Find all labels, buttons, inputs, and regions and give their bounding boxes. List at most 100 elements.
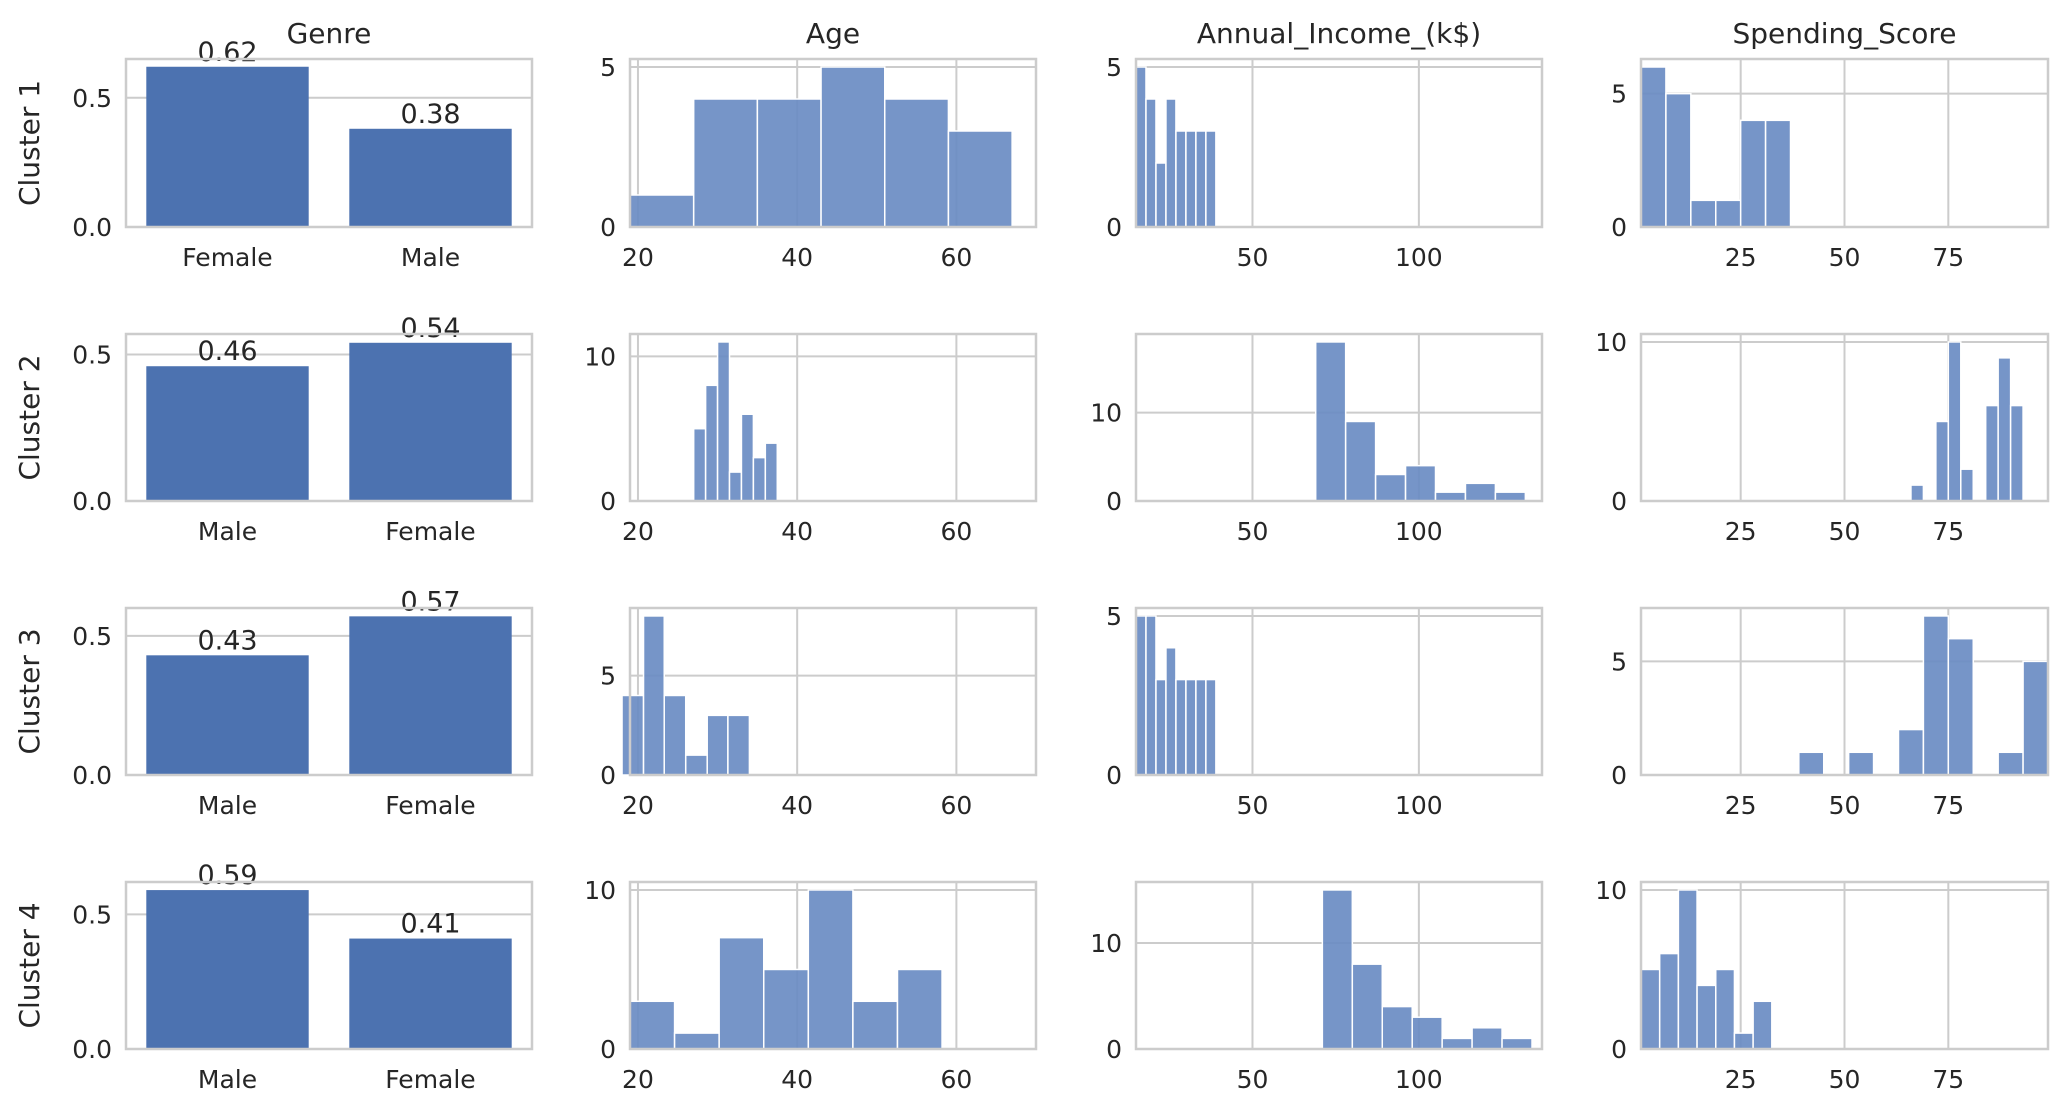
histogram-bar [1441,1037,1473,1050]
histogram-bar [1715,199,1742,228]
histogram-bar [1690,199,1717,228]
axes-frame [1639,57,2050,229]
histogram-bar [629,194,695,228]
subplot-r2-c2: 0 10 20 40 60 [584,332,1038,546]
histogram-bar [1658,952,1680,1050]
x-tick-label: 75 [1932,791,1964,820]
y-tick-label: 0 [1611,213,1627,242]
x-tick-label: 60 [940,243,972,272]
row-label: Cluster 3 [13,628,46,754]
bar-value-label: 0.43 [197,625,257,656]
histogram-bar [1696,984,1717,1050]
y-tick-label: 0.5 [72,900,112,929]
histogram-bar [1374,473,1407,502]
axes-frame [628,606,1038,777]
histogram-bar [1175,130,1187,228]
histogram-bar [1897,728,1925,776]
x-tick-label: 50 [1237,1065,1269,1094]
axes-frame [124,880,534,1051]
histogram-bar [820,66,886,228]
histogram-bar [1155,162,1167,228]
y-tick-label: 10 [1090,929,1122,958]
histogram-bar [728,471,743,502]
x-tick-label: 25 [1725,517,1757,546]
x-tick-label: Male [198,791,257,820]
y-tick-label: 10 [584,876,616,905]
x-tick-label: 50 [1829,791,1861,820]
histogram-bar [1640,66,1667,228]
y-tick-label: 0 [1106,761,1122,790]
histogram-bar [1165,647,1177,776]
axes-frame [1639,606,2050,777]
x-tick-label: 100 [1395,791,1443,820]
histogram-bar [684,754,708,776]
axes-frame [124,606,534,777]
histogram-bar [764,442,779,502]
bar-value-label: 0.54 [400,313,460,344]
histogram-bar [1947,637,1974,776]
histogram-bar [1677,889,1698,1050]
histogram-bar [621,694,645,776]
histogram-bar [1984,404,1999,502]
histogram-bar [1471,1027,1503,1050]
histogram-bar [1997,751,2024,776]
subplot-r1-c3: 0 5 50 100 Annual_Income_(k$) [1106,17,1544,272]
column-title: Annual_Income_(k$) [1197,17,1481,50]
x-tick-label: 20 [622,791,654,820]
histogram-bar [2022,660,2049,776]
x-tick-label: 50 [1829,1065,1861,1094]
y-tick-label: 10 [1595,876,1627,905]
x-tick-label: 100 [1395,243,1443,272]
histogram-bar [642,615,665,776]
histogram-bar [1404,464,1437,502]
x-tick-label: 60 [940,1065,972,1094]
x-tick-label: 40 [781,791,813,820]
subplot-r2-c3: 0 10 50 100 [1090,332,1544,546]
y-tick-label: 0 [1611,761,1627,790]
y-tick-label: 10 [1090,399,1122,428]
histogram-bar [1733,1032,1754,1050]
x-tick-label: 25 [1725,243,1757,272]
histogram-bar [727,714,751,776]
subplot-r4-c3: 0 10 50 100 [1090,880,1544,1094]
y-tick-label: 5 [1106,53,1122,82]
row-label: Cluster 4 [13,902,46,1028]
histogram-bar [756,98,822,228]
y-tick-label: 0.0 [72,761,112,790]
x-tick-label: 50 [1829,243,1861,272]
histogram-bar [1205,678,1217,776]
x-tick-label: 25 [1725,791,1757,820]
bar-value-label: 0.62 [197,37,257,68]
histogram-bar [1947,341,1962,502]
histogram-bar [673,1032,720,1050]
histogram-bar [1997,357,2012,502]
histogram-bar [896,968,943,1050]
bar-value-label: 0.38 [400,99,460,130]
axes-frame [1134,332,1544,503]
x-tick-label: Male [401,243,460,272]
histogram-bar [1314,341,1347,502]
column-title: Spending_Score [1732,17,1956,50]
histogram-bar [852,1000,899,1050]
y-tick-label: 5 [1611,80,1627,109]
axes-frame [1639,880,2050,1051]
subplot-r3-c2: 0 5 20 40 60 [600,606,1038,820]
histogram-bar [762,968,810,1050]
x-tick-label: 50 [1237,243,1269,272]
histogram-bar [1764,119,1792,228]
subplot-r3-c3: 0 5 50 100 [1106,602,1544,820]
bar [349,938,512,1049]
x-tick-label: 75 [1932,1065,1964,1094]
histogram-bar [1960,468,1974,502]
axes-frame [628,57,1038,229]
x-tick-label: Female [385,791,475,820]
histogram-bar [1910,484,1925,502]
bar [146,655,309,775]
histogram-bar [1411,1016,1443,1050]
row-label: Cluster 2 [13,354,46,480]
subplot-r4-c4: 0 10 25 50 75 [1595,876,2050,1094]
y-tick-label: 10 [1595,328,1627,357]
x-tick-label: 100 [1395,1065,1443,1094]
bar [146,890,309,1049]
